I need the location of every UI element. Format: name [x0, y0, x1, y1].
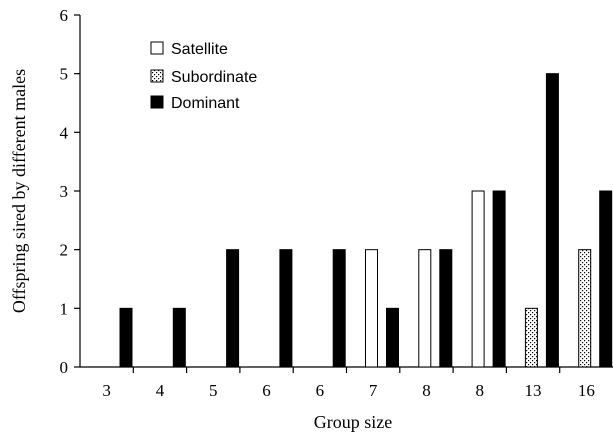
x-ticks: 3 4 5 6 6 7 8 8 13 16 — [102, 367, 595, 400]
y-ticks: 0 1 2 3 4 5 6 — [60, 6, 80, 377]
x-tick-label: 4 — [156, 381, 165, 400]
x-tick-label: 6 — [262, 381, 271, 400]
bar-dominant — [545, 73, 559, 368]
bar-dominant — [492, 190, 506, 368]
y-tick-label: 0 — [60, 358, 69, 377]
bar-satellite — [418, 249, 432, 368]
legend-label-dominant: Dominant — [171, 95, 240, 112]
x-tick-label: 6 — [316, 381, 325, 400]
y-tick-label: 2 — [60, 241, 69, 260]
y-tick-label: 5 — [60, 65, 69, 84]
x-axis-title: Group size — [314, 412, 392, 432]
x-tick-label: 7 — [369, 381, 378, 400]
bar-dominant — [119, 307, 133, 368]
x-tick-label: 8 — [422, 381, 431, 400]
y-tick-label: 4 — [60, 123, 69, 142]
legend: Satellite Subordinate Dominant — [150, 41, 257, 112]
bar-dominant — [172, 307, 186, 368]
legend-label-satellite: Satellite — [171, 41, 228, 58]
bar-dominant — [386, 307, 399, 368]
legend-swatch-subordinate — [150, 69, 164, 83]
legend-label-subordinate: Subordinate — [171, 69, 257, 86]
x-tick-label: 13 — [525, 381, 542, 400]
legend-swatch-dominant — [150, 95, 164, 109]
bar-dominant — [439, 249, 453, 368]
y-axis-title: Offspring sired by different males — [9, 69, 29, 313]
y-tick-label: 1 — [60, 299, 69, 318]
bar-dominant — [226, 249, 240, 368]
bar-dominant — [279, 249, 293, 368]
bar-subordinate — [524, 307, 538, 368]
x-tick-label: 3 — [102, 381, 111, 400]
bar-dominant — [599, 190, 613, 368]
bars — [119, 73, 613, 368]
bar-subordinate — [578, 249, 592, 368]
bar-satellite — [471, 190, 485, 368]
y-tick-label: 6 — [60, 6, 69, 25]
x-tick-label: 16 — [578, 381, 595, 400]
x-tick-label: 8 — [476, 381, 485, 400]
bar-dominant — [332, 249, 346, 368]
bar-satellite — [365, 249, 378, 368]
y-tick-label: 3 — [60, 182, 69, 201]
x-tick-label: 5 — [209, 381, 218, 400]
legend-swatch-satellite — [150, 41, 164, 55]
